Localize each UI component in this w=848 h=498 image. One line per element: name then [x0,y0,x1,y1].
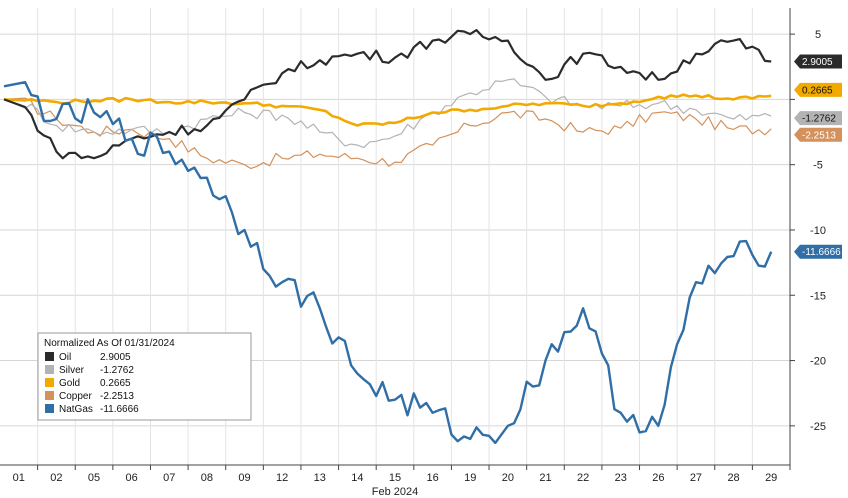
value-tag-label: -1.2762 [802,114,836,125]
legend-swatch-natgas [45,404,54,413]
legend-series-name: Silver [59,365,85,376]
legend-series-value: 0.2665 [100,378,131,389]
x-tick-label: 06 [126,472,138,484]
legend-series-value: -1.2762 [100,365,134,376]
value-tag-gold [794,82,842,97]
x-tick-label: 27 [690,472,702,484]
x-axis-label: Feb 2024 [372,486,418,498]
x-tick-label: 26 [652,472,664,484]
x-tick-label: 14 [351,472,363,484]
x-tick-label: 19 [464,472,476,484]
value-tag-silver [794,111,842,126]
value-tag-copper [794,127,842,142]
value-tag-label: 0.2665 [802,85,833,96]
x-tick-label: 22 [577,472,589,484]
series-line-copper [3,97,772,170]
series-lines [3,29,773,445]
x-axis: 01 02 05 06 07 08 09 12 13 14 15 16 19 20 21 22 23 26 27 28… [0,464,791,484]
y-tick-label: -15 [810,290,826,302]
x-tick-label: 28 [727,472,739,484]
value-tag-oil [794,54,842,69]
series-line-natgas [3,81,773,445]
value-tag-label: -2.2513 [802,130,836,141]
x-tick-label: 13 [314,472,326,484]
x-tick-label: 29 [765,472,777,484]
x-tick-label: 07 [163,472,175,484]
series-line-oil [3,29,772,160]
x-tick-label: 16 [426,472,438,484]
legend-series-name: NatGas [59,404,93,415]
x-tick-label: 15 [389,472,401,484]
series-line-gold [3,93,772,127]
value-tags: 2.9005 -1.2762 0.2665 -2.2513 -11.6666 [794,54,842,259]
legend-series-name: Oil [59,352,71,363]
legend-swatch-copper [45,391,54,400]
series-line-silver [3,78,772,149]
legend-series-name: Copper [59,391,92,402]
x-tick-label: 08 [201,472,213,484]
y-tick-label: -5 [813,160,823,172]
legend-series-value: -2.2513 [100,391,134,402]
y-axis: 5 -5 -10 -15 -20 -25 [789,8,826,465]
legend-box [37,332,252,421]
x-tick-label: 01 [13,472,25,484]
legend-swatch-gold [45,378,54,387]
legend-swatch-silver [45,365,54,374]
legend-series-name: Gold [59,378,80,389]
legend-swatch-oil [45,352,54,361]
legend-series-value: -11.6666 [100,404,139,415]
value-tag-label: -11.6666 [802,247,841,258]
x-tick-label: 05 [88,472,100,484]
x-tick-label: 12 [276,472,288,484]
x-tick-label: 20 [502,472,514,484]
legend-title: Normalized As Of 01/31/2024 [44,338,175,349]
y-tick-label: 5 [815,29,821,41]
y-tick-label: -10 [810,225,826,237]
value-tag-label: 2.9005 [802,57,833,68]
x-tick-label: 02 [50,472,62,484]
legend-series-value: 2.9005 [100,352,131,363]
legend: Normalized As Of 01/31/2024 Oil 2.9005 Silv… [37,332,252,421]
x-tick-label: 09 [238,472,250,484]
y-tick-label: -25 [810,421,826,433]
x-tick-label: 23 [615,472,627,484]
x-tick-label: 21 [539,472,551,484]
y-tick-label: -20 [810,356,826,368]
value-tag-natgas [794,244,842,259]
